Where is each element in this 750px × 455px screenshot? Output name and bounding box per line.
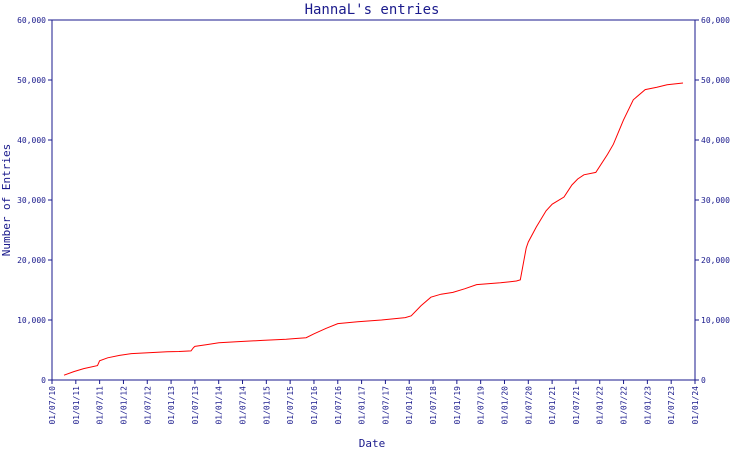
y-tick-label-right: 10,000 [701, 316, 730, 325]
y-tick-label-right: 30,000 [701, 196, 730, 205]
x-tick-label: 01/07/15 [286, 386, 295, 425]
chart-title: HannaL's entries [305, 2, 440, 18]
x-tick-label: 01/01/12 [119, 386, 128, 425]
x-tick-label: 01/07/21 [572, 386, 581, 425]
x-tick-label: 01/07/16 [334, 386, 343, 425]
x-tick-label: 01/07/11 [96, 386, 105, 425]
x-tick-label: 01/01/14 [215, 386, 224, 425]
y-axis-left: 0 10,000 20,000 30,000 40,000 50,000 60,000 [17, 16, 52, 385]
x-tick-label: 01/01/21 [548, 386, 557, 425]
x-tick-label: 01/07/23 [667, 386, 676, 425]
x-tick-label: 01/01/16 [310, 386, 319, 425]
y-axis-right: 0 10,000 20,000 30,000 40,000 50,000 60,000 [695, 16, 730, 385]
y-tick-label-right: 40,000 [701, 136, 730, 145]
x-tick-label: 01/01/15 [262, 386, 271, 425]
x-tick-label: 01/01/22 [596, 386, 605, 425]
y-axis-label: Number of Entries [0, 144, 13, 257]
y-tick-label-right: 20,000 [701, 256, 730, 265]
x-tick-label: 01/01/19 [453, 386, 462, 425]
y-tick-label-left: 0 [41, 376, 46, 385]
y-tick-label-left: 30,000 [17, 196, 46, 205]
x-axis: 01/07/10 01/01/11 01/07/11 01/01/12 01/07/12… [48, 380, 700, 425]
y-tick-label-left: 60,000 [17, 16, 46, 25]
x-tick-label: 01/01/24 [691, 386, 700, 425]
x-tick-label: 01/07/14 [239, 386, 248, 425]
y-tick-label-left: 10,000 [17, 316, 46, 325]
y-tick-label-left: 40,000 [17, 136, 46, 145]
x-tick-label: 01/01/11 [72, 386, 81, 425]
x-tick-label: 01/07/20 [524, 386, 533, 425]
series-line [63, 82, 684, 376]
x-tick-label: 01/01/18 [405, 386, 414, 425]
y-tick-label-right: 60,000 [701, 16, 730, 25]
x-tick-label: 01/07/22 [620, 386, 629, 425]
y-tick-label-left: 50,000 [17, 76, 46, 85]
y-tick-label-right: 0 [701, 376, 706, 385]
x-tick-label: 01/07/17 [381, 386, 390, 425]
x-tick-label: 01/01/20 [500, 386, 509, 425]
x-tick-label: 01/07/12 [143, 386, 152, 425]
x-tick-label: 01/07/18 [429, 386, 438, 425]
x-tick-label: 01/01/23 [643, 386, 652, 425]
plot-area [51, 19, 696, 381]
x-axis-label: Date [359, 437, 386, 450]
y-tick-label-right: 50,000 [701, 76, 730, 85]
x-tick-label: 01/07/13 [191, 386, 200, 425]
x-tick-label: 01/07/19 [477, 386, 486, 425]
y-tick-label-left: 20,000 [17, 256, 46, 265]
x-tick-label: 01/07/10 [48, 386, 57, 425]
x-tick-label: 01/01/13 [167, 386, 176, 425]
x-tick-label: 01/01/17 [358, 386, 367, 425]
series-group [63, 82, 684, 376]
